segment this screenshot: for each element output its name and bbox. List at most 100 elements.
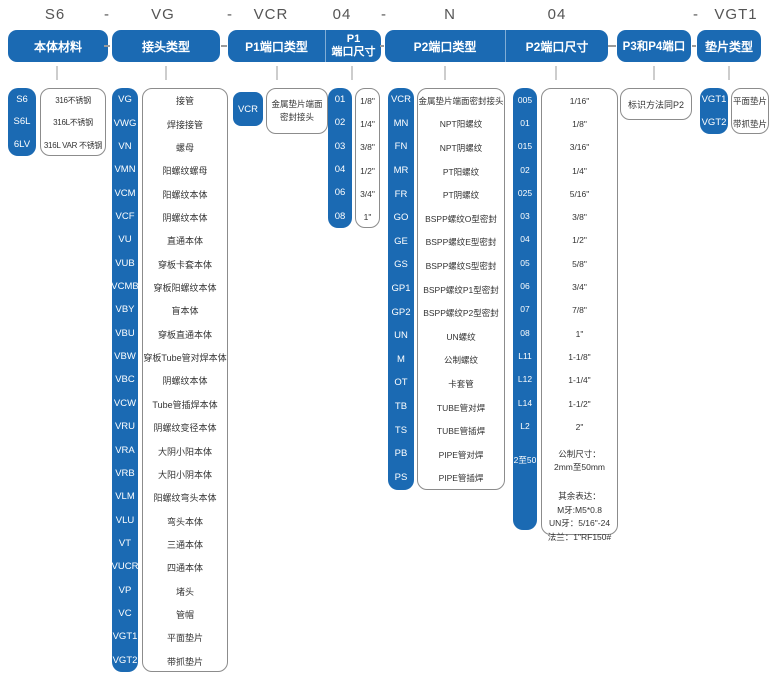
values-box: 接管 焊接接管 螺母 阳螺纹螺母 阳螺纹本体 阴螺纹本体 直通本体 穿板卡套本体 穿板阳螺纹本体… xyxy=(142,88,228,672)
value-cell: 3/16" xyxy=(569,142,590,153)
code-cell: VRA xyxy=(115,444,135,456)
code-cell: VU xyxy=(118,234,132,246)
value-cell: 四通本体 xyxy=(166,563,203,574)
code-cell: VP xyxy=(118,584,132,596)
part-code-segment: 04 xyxy=(547,6,567,23)
code-cell: 07 xyxy=(520,304,530,315)
value-cell: 阴螺纹变径本体 xyxy=(153,423,217,434)
part-code-segment: 04 xyxy=(332,6,352,23)
code-cell: 005 xyxy=(517,94,533,105)
part-code-segment: VGT1 xyxy=(714,6,758,23)
value-cell: 2" xyxy=(575,421,584,432)
code-cell: TS xyxy=(394,424,408,436)
code-cell: 6LV xyxy=(13,138,31,150)
codes-box: VG VWG VN VMN VCM VCF VU VUB VCMB VBY VBU VBW VBC VCW… xyxy=(111,88,139,672)
code-cell: VCM xyxy=(114,187,136,199)
part-code-segment: N xyxy=(444,6,456,23)
value-cell: 1" xyxy=(363,212,372,223)
code-cell: 025 xyxy=(517,187,533,198)
header-connector-dash xyxy=(104,45,110,47)
header-p1-port-size: P1 端口尺寸 xyxy=(325,30,381,62)
value-cell: BSPP螺纹O型密封 xyxy=(425,213,497,224)
code-cell: L11 xyxy=(518,350,532,361)
value-cell: 公制尺寸： 2mm至50mm xyxy=(553,449,605,473)
codes-box: VCR MN FN MR FR GO GE GS GP1 GP2 UN M OT TB TS PB PS xyxy=(388,88,414,490)
value-cell: 阳螺纹本体 xyxy=(162,189,208,200)
value-cell: Tube管插焊本体 xyxy=(152,399,218,410)
value-cell: 堵头 xyxy=(175,586,194,597)
values-box: 1/16" 1/8" 3/16" 1/4" 5/16" 3/8" 1/2" 5/8" 3/4" 7… xyxy=(541,88,618,542)
code-cell: VGT2 xyxy=(112,654,138,666)
value-cell: 直通本体 xyxy=(166,236,203,247)
value-cell: 焊接接管 xyxy=(166,119,203,130)
column-tick xyxy=(351,66,353,80)
value-cell: 接管 xyxy=(175,96,194,107)
code-cell: VCR xyxy=(390,94,412,106)
value-cell: 1/2" xyxy=(572,235,587,246)
code-cell: L14 xyxy=(517,397,533,408)
part-code-segment: VCR xyxy=(253,6,289,23)
value-cell: 316L不锈钢 xyxy=(53,118,93,128)
column-tick xyxy=(555,66,557,80)
value-cell: UN螺纹 xyxy=(446,331,476,342)
code-cell: GP1 xyxy=(391,283,411,295)
value-cell: 平面垫片 xyxy=(166,633,203,644)
value-cell: 阳螺纹螺母 xyxy=(162,166,208,177)
value-cell: 1-1/8" xyxy=(568,351,591,362)
code-cell: VT xyxy=(118,538,132,549)
codes-box: S6 S6L 6LV xyxy=(8,88,36,156)
code-cell: VMN xyxy=(114,164,136,176)
value-cell: 阴螺纹本体 xyxy=(162,376,208,387)
code-cell: 03 xyxy=(334,140,346,152)
code-cell: M xyxy=(397,353,405,365)
value-cell: 5/16" xyxy=(569,188,590,199)
code-cell: VLU xyxy=(115,514,135,526)
value-cell: 穿板直通本体 xyxy=(157,329,212,340)
code-cell: S6 xyxy=(16,93,28,105)
header-connector-dash xyxy=(608,45,616,47)
code-cell: VBU xyxy=(115,327,135,339)
part-code-dash: - xyxy=(227,6,233,23)
header-p3-p4-port: P3和P4端口 xyxy=(617,30,691,62)
value-cell: 1-1/2" xyxy=(568,398,591,409)
column-tick xyxy=(276,66,278,80)
code-cell: 02 xyxy=(520,164,530,175)
value-cell: 1/8" xyxy=(572,118,587,129)
code-cell: TB xyxy=(394,401,408,413)
part-code-segment: VG xyxy=(151,6,175,23)
value-cell: 金属垫片端面密封接头 xyxy=(271,99,323,122)
code-cell: VN xyxy=(118,140,132,152)
code-cell: UN xyxy=(394,330,408,342)
code-cell: GE xyxy=(394,235,408,247)
value-cell: 1/16" xyxy=(569,95,590,106)
value-cell: 1/4" xyxy=(572,165,587,176)
code-cell: 02 xyxy=(334,117,346,129)
code-cell: 04 xyxy=(334,164,346,176)
header-connector-type: 接头类型 xyxy=(112,30,220,62)
code-cell: MN xyxy=(393,117,409,129)
value-cell: BSPP螺纹P2型密封 xyxy=(423,308,499,319)
header-p2-port-type: P2端口类型 xyxy=(385,30,505,62)
code-cell: VCW xyxy=(113,397,137,409)
code-cell: VRU xyxy=(114,421,136,433)
part-code-dash: - xyxy=(381,6,387,23)
code-cell: VCR xyxy=(237,103,259,115)
code-cell: FN xyxy=(394,141,408,153)
value-cell: 管帽 xyxy=(175,610,194,621)
value-cell: 穿板阳螺纹本体 xyxy=(153,283,217,294)
value-cell: BSPP螺纹E型密封 xyxy=(425,237,497,248)
code-cell: VBY xyxy=(115,304,135,316)
code-cell: L2 xyxy=(520,420,530,431)
column-tick xyxy=(728,66,730,80)
value-cell: PIPE管插焊 xyxy=(438,473,484,484)
code-cell: GS xyxy=(394,259,408,271)
size-note: 其余表达： M牙:M5*0.8 UN牙：5/16"-24 法兰：1"RF150# xyxy=(547,491,612,542)
code-cell: L12 xyxy=(517,374,533,385)
part-code-dash: - xyxy=(104,6,110,23)
value-cell: 1/4" xyxy=(360,118,375,129)
code-cell: 01 xyxy=(520,117,530,128)
value-cell: 螺母 xyxy=(175,142,194,153)
code-cell: VRB xyxy=(115,467,135,479)
value-cell: 阳螺纹弯头本体 xyxy=(153,493,217,504)
value-cell: 大阳小阴本体 xyxy=(157,469,212,480)
